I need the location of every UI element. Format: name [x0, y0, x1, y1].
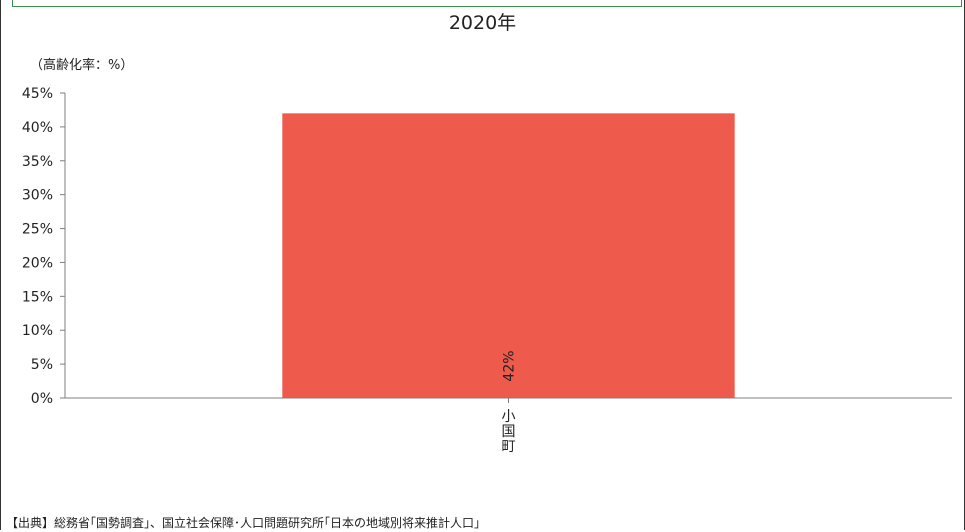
y-tick-label: 35%: [22, 154, 53, 170]
y-tick-label: 30%: [22, 188, 53, 204]
bar: [282, 113, 735, 398]
y-tick-label: 20%: [22, 255, 53, 271]
bar-chart: 42% 0% 5% 10% 15% 20% 25% 30% 35% 40% 45% 小国町: [22, 86, 952, 455]
y-axis: 0% 5% 10% 15% 20% 25% 30% 35% 40% 45%: [22, 86, 66, 407]
y-tick-label: 5%: [31, 357, 53, 373]
y-tick-label: 10%: [22, 323, 53, 339]
chart-title: 2020年: [448, 12, 517, 34]
y-tick-label: 45%: [22, 86, 53, 102]
y-axis-unit-label: （高齢化率：%）: [30, 58, 134, 73]
y-tick-label: 25%: [22, 222, 53, 238]
bars-group: 42%: [282, 113, 735, 398]
x-tick-label: 小国町: [502, 409, 516, 455]
y-tick-label: 15%: [22, 289, 53, 305]
x-axis: 小国町: [65, 397, 952, 455]
bar-data-label: 42%: [502, 350, 518, 381]
source-note: 【出典】総務省｢国勢調査｣、国立社会保障･人口問題研究所｢日本の地域別将来推計人…: [6, 516, 481, 530]
y-tick-label: 40%: [22, 120, 53, 136]
header-border: [12, 0, 962, 7]
y-tick-label: 0%: [31, 391, 53, 407]
